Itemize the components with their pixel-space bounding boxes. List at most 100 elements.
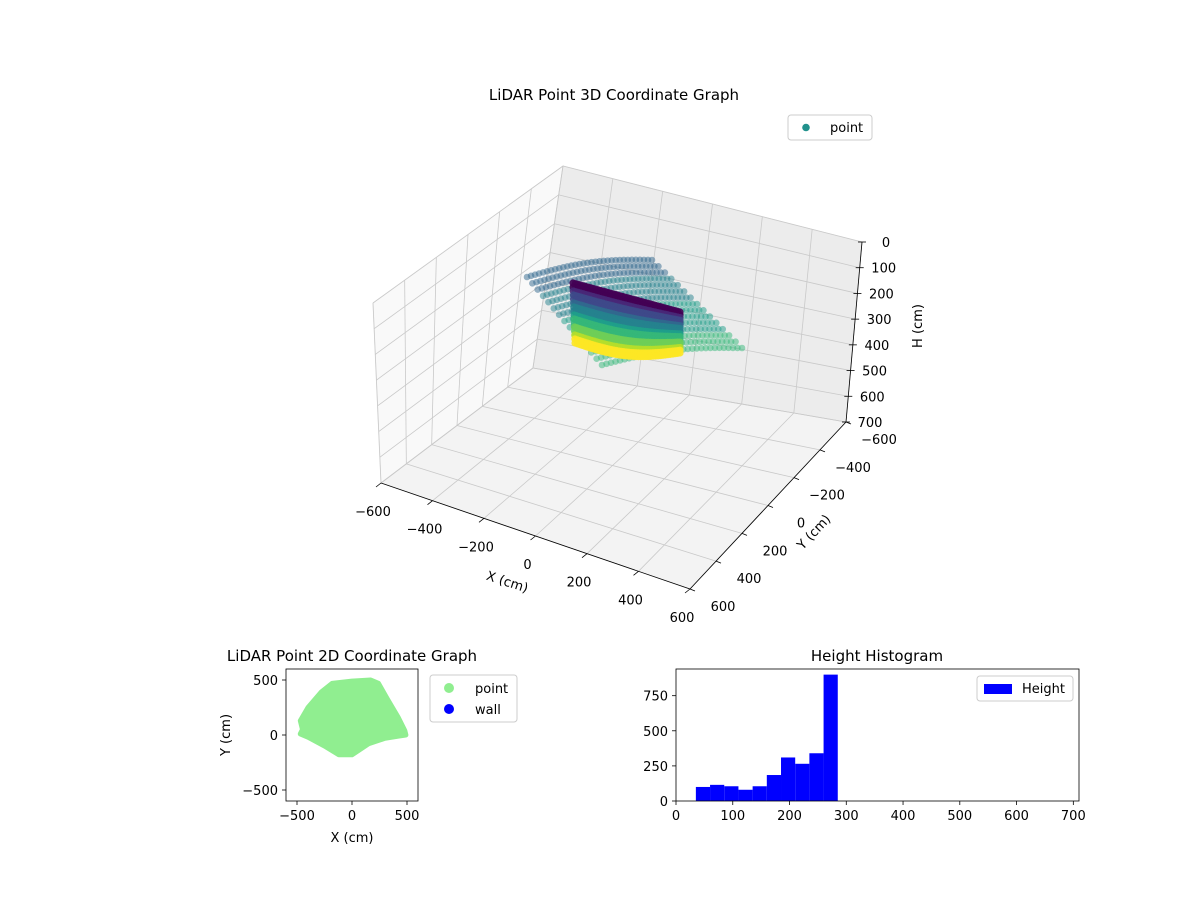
chart-3d-point bbox=[693, 300, 701, 308]
histogram-bar bbox=[809, 753, 824, 801]
histogram-bar bbox=[781, 757, 796, 801]
chart-3d-x-tick-label: 400 bbox=[618, 593, 643, 608]
chart-3d-point bbox=[687, 294, 694, 302]
chart-3d-point bbox=[732, 338, 739, 346]
chart-3d-z-tick-label: 100 bbox=[871, 262, 896, 277]
chart-2d-ticks: −500 0 500 −500 0 500 bbox=[242, 674, 419, 824]
chart-3d-y-tick-label: 400 bbox=[737, 572, 762, 587]
chart-3d-z-tick-label: 0 bbox=[882, 236, 890, 251]
chart-3d-z-tick-label: 600 bbox=[860, 390, 885, 405]
chart-3d-point bbox=[738, 344, 746, 352]
chart-3d-back-gridline bbox=[741, 216, 763, 405]
chart-3d-x-tick-mark bbox=[684, 588, 691, 594]
histogram-bar bbox=[795, 763, 810, 801]
chart-3d-x-tick-label: −200 bbox=[458, 540, 494, 555]
chart-3d-z-tick-label: 700 bbox=[858, 416, 883, 431]
chart-3d-grid bbox=[372, 165, 863, 590]
chart-3d: LiDAR Point 3D Coordinate Graph −600 −400… bbox=[355, 86, 926, 626]
chart-3d-point bbox=[719, 325, 727, 333]
chart-3d-x-tick-mark bbox=[478, 518, 485, 523]
chart-3d-z-tick-label: 300 bbox=[867, 313, 892, 328]
chart-3d-point bbox=[648, 256, 656, 264]
chart-3d-x-tick-label: −600 bbox=[355, 505, 391, 520]
chart-2d-y-axis-label: Y (cm) bbox=[219, 714, 234, 757]
histogram-x-tick-label: 600 bbox=[1004, 809, 1029, 824]
chart-3d-x-tick-label: 200 bbox=[567, 576, 592, 591]
chart-3d-x-tick-mark bbox=[375, 482, 382, 488]
chart-3d-ticks: −600−400−2000200400600−600−400−200020040… bbox=[355, 236, 897, 626]
chart-3d-x-tick-mark bbox=[581, 553, 588, 558]
histogram-bar bbox=[752, 786, 767, 801]
histogram-x-tick-label: 200 bbox=[777, 809, 802, 824]
histogram-ticks: 0 100 200 300 400 500 600 700 0 250 500 750 bbox=[643, 690, 1086, 824]
chart-3d-point bbox=[655, 262, 662, 270]
chart-3d-x-tick-mark bbox=[530, 535, 536, 541]
chart-3d-point bbox=[680, 288, 688, 295]
chart-3d-x-tick-label: 0 bbox=[523, 558, 531, 573]
histogram-title: Height Histogram bbox=[811, 647, 943, 665]
chart-2d-x-tick-label: −500 bbox=[279, 809, 315, 824]
histogram-bar bbox=[724, 786, 739, 801]
chart-3d-y-tick-label: −400 bbox=[835, 461, 871, 476]
chart-3d-legend-marker bbox=[802, 123, 810, 132]
histogram-y-tick-label: 500 bbox=[643, 725, 668, 740]
chart-2d-y-tick-label: −500 bbox=[242, 784, 278, 799]
chart-3d-point bbox=[676, 349, 684, 357]
chart-2d-legend: point wall bbox=[429, 674, 518, 723]
chart-3d-y-tick-label: 0 bbox=[797, 517, 805, 532]
histogram-bar bbox=[823, 674, 838, 801]
chart-3d-y-tick-mark bbox=[767, 505, 774, 508]
chart-3d-back-gridline bbox=[558, 194, 860, 269]
chart-3d-x-tick-label: 600 bbox=[670, 611, 695, 626]
chart-2d-x-tick-label: 500 bbox=[395, 809, 420, 824]
histogram-y-tick-label: 250 bbox=[643, 760, 668, 775]
histogram-x-tick-label: 300 bbox=[834, 809, 859, 824]
chart-3d-point bbox=[725, 332, 733, 339]
chart-3d-x-tick-label: −400 bbox=[407, 523, 443, 538]
chart-3d-y-tick-mark bbox=[689, 588, 696, 592]
histogram-x-tick-label: 0 bbox=[672, 809, 680, 824]
chart-3d-point bbox=[661, 269, 669, 276]
chart-3d-y-tick-mark bbox=[819, 449, 826, 453]
chart-3d-y-tick-label: 200 bbox=[763, 544, 788, 559]
chart-3d-point-cloud bbox=[523, 256, 746, 369]
histogram-x-tick-label: 500 bbox=[947, 809, 972, 824]
histogram-bar bbox=[710, 784, 725, 801]
chart-3d-y-tick-mark bbox=[793, 477, 800, 481]
chart-3d-y-tick-label: 600 bbox=[711, 600, 736, 615]
chart-3d-z-tick-label: 400 bbox=[864, 339, 889, 354]
chart-3d-y-tick-mark bbox=[715, 560, 722, 564]
chart-3d-legend-point: point bbox=[830, 121, 863, 136]
chart-2d-x-axis-label: X (cm) bbox=[331, 831, 374, 846]
histogram-legend: Height bbox=[976, 675, 1074, 702]
chart-3d-title: LiDAR Point 3D Coordinate Graph bbox=[489, 86, 739, 104]
chart-2d-legend-point-marker bbox=[444, 683, 454, 693]
chart-3d-y-tick-mark bbox=[741, 532, 748, 536]
chart-3d-point bbox=[700, 306, 707, 314]
chart-3d-z-tick-label: 200 bbox=[869, 287, 894, 302]
chart-3d-x-tick-mark bbox=[633, 571, 639, 576]
chart-3d-left-gridline bbox=[481, 211, 501, 407]
histogram-x-tick-label: 100 bbox=[720, 809, 745, 824]
chart-3d-back-gridline bbox=[532, 367, 847, 423]
chart-3d-x-tick-mark bbox=[427, 500, 433, 505]
chart-3d-left-gridline bbox=[507, 188, 532, 388]
histogram-bar bbox=[695, 786, 711, 801]
chart-3d-z-axis-label: H (cm) bbox=[911, 304, 926, 348]
histogram-bars bbox=[695, 674, 838, 801]
histogram-bar bbox=[766, 775, 782, 801]
chart-3d-x-axis-label: X (cm) bbox=[484, 569, 530, 597]
chart-2d-y-tick-label: 0 bbox=[270, 729, 278, 744]
chart-3d-y-tick-label: −600 bbox=[861, 433, 897, 448]
histogram-legend-swatch bbox=[984, 684, 1012, 694]
chart-3d-point bbox=[706, 313, 714, 320]
chart-3d-left-gridline bbox=[456, 234, 469, 426]
chart-2d-legend-wall: wall bbox=[475, 703, 501, 718]
histogram-frame bbox=[675, 668, 1080, 802]
chart-3d-legend: point bbox=[787, 114, 873, 141]
chart-histogram: Height Histogram 0 100 200 300 400 500 600 7000… bbox=[643, 647, 1086, 824]
chart-2d-title: LiDAR Point 2D Coordinate Graph bbox=[227, 647, 477, 665]
chart-2d-x-tick-label: 0 bbox=[348, 809, 356, 824]
chart-3d-point bbox=[667, 275, 675, 283]
